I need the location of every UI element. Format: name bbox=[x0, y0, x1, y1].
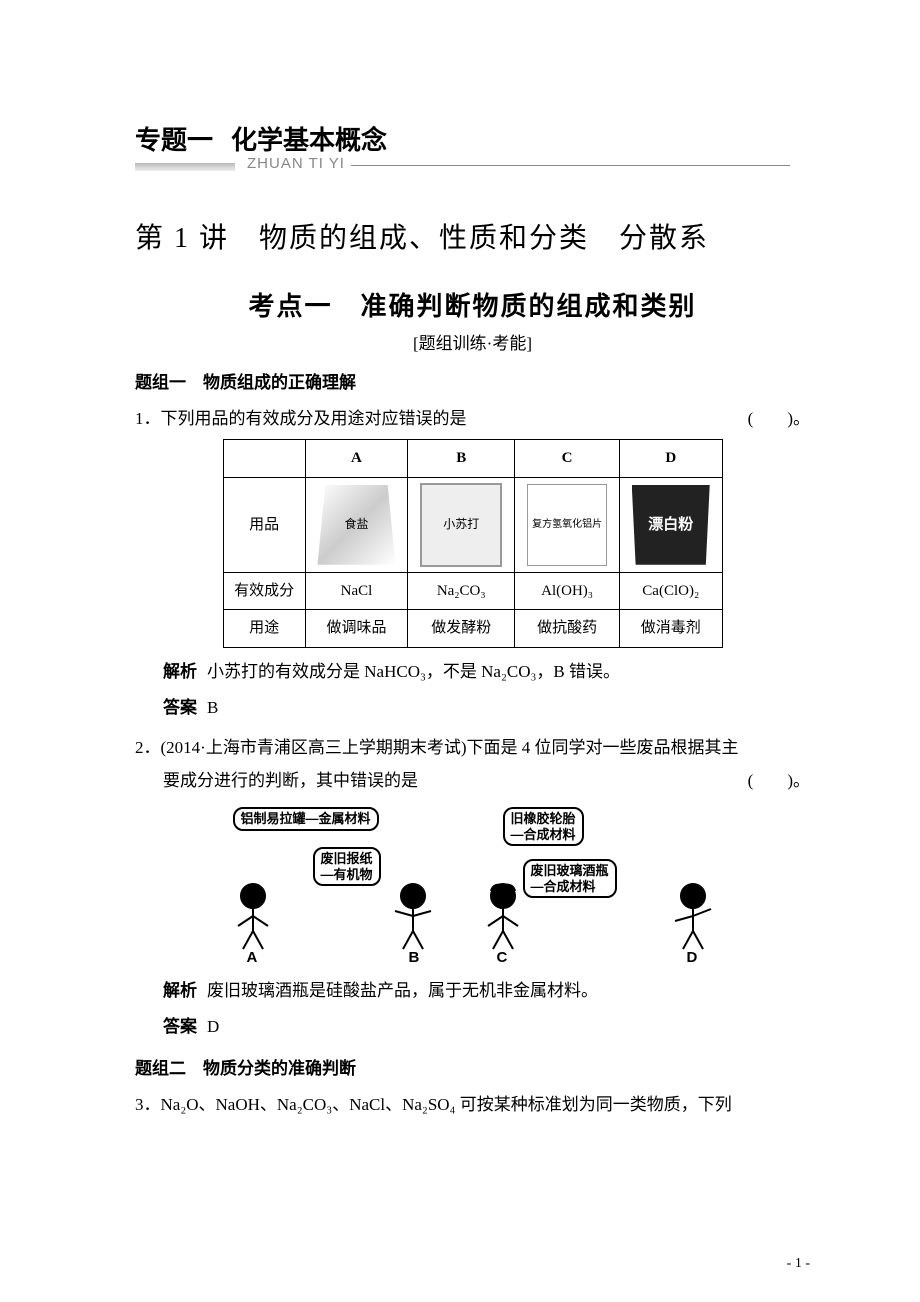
diagram-label-b: B bbox=[409, 944, 420, 973]
question-2: 2．(2014·上海市青浦区高三上学期期末考试)下面是 4 位同学对一些废品根据… bbox=[135, 732, 810, 1043]
comp-a: NaCl bbox=[305, 572, 407, 610]
question-3: 3．Na₂O、NaOH、Na₂CO₃、NaCl、Na₂SO₄ 可按某种标准划为同… bbox=[135, 1089, 810, 1121]
answer-label-2: 答案 bbox=[163, 1017, 197, 1036]
use-c: 做抗酸药 bbox=[515, 610, 620, 648]
student-b-icon bbox=[383, 881, 443, 951]
lecture-title: 第 1 讲 物质的组成、性质和分类 分散系 bbox=[135, 216, 810, 256]
bubble-a: 铝制易拉罐—金属材料 bbox=[233, 807, 379, 831]
row-label-product: 用品 bbox=[223, 477, 305, 572]
soda-icon: 小苏打 bbox=[420, 483, 502, 567]
bubble-b: 废旧报纸 —有机物 bbox=[313, 847, 381, 886]
question-group-1-title: 题组一 物质组成的正确理解 bbox=[135, 368, 810, 393]
q1-answer-blank: ( )。 bbox=[748, 403, 810, 435]
comp-d: Ca(ClO)₂ bbox=[619, 572, 722, 610]
q2-answer-text: D bbox=[207, 1017, 219, 1036]
q2-answer-blank: ( )。 bbox=[748, 765, 810, 797]
topic-pinyin: ZHUAN TI YI bbox=[247, 155, 345, 172]
th-blank bbox=[223, 440, 305, 478]
q1-table: A B C D 用品 食盐 小苏打 复方氢氧化铝片 漂白粉 有效成分 NaCl … bbox=[223, 439, 723, 648]
cell-product-d: 漂白粉 bbox=[619, 477, 722, 572]
comp-c: Al(OH)₃ bbox=[515, 572, 620, 610]
row-label-comp: 有效成分 bbox=[223, 572, 305, 610]
bubble-d: 废旧玻璃酒瓶 —合成材料 bbox=[523, 859, 617, 898]
medicine-icon: 复方氢氧化铝片 bbox=[527, 484, 607, 566]
q1-answer: 答案 B bbox=[163, 692, 810, 724]
cell-product-a: 食盐 bbox=[305, 477, 407, 572]
student-a-icon bbox=[223, 881, 283, 951]
q2-source: (2014·上海市青浦区高三上学期期末考试) bbox=[161, 738, 467, 757]
bubble-c: 旧橡胶轮胎 —合成材料 bbox=[503, 807, 584, 846]
answer-label: 答案 bbox=[163, 698, 197, 717]
th-c: C bbox=[515, 440, 620, 478]
salt-icon: 食盐 bbox=[317, 485, 395, 565]
analysis-label-2: 解析 bbox=[163, 981, 197, 1000]
use-b: 做发酵粉 bbox=[408, 610, 515, 648]
th-b: B bbox=[408, 440, 515, 478]
q3-number: 3． bbox=[135, 1095, 161, 1114]
row-label-use: 用途 bbox=[223, 610, 305, 648]
question-group-2-title: 题组二 物质分类的准确判断 bbox=[135, 1054, 810, 1079]
q1-number: 1． bbox=[135, 409, 161, 428]
page-number: - 1 - bbox=[787, 1256, 810, 1272]
diagram-label-c: C bbox=[497, 944, 508, 973]
header-divider-line bbox=[351, 165, 790, 166]
bleach-icon: 漂白粉 bbox=[632, 485, 710, 565]
analysis-label: 解析 bbox=[163, 662, 197, 681]
q2-analysis-text: 废旧玻璃酒瓶是硅酸盐产品，属于无机非金属材料。 bbox=[207, 981, 598, 1000]
q1-analysis: 解析小苏打的有效成分是 NaHCO₃，不是 Na₂CO₃，B 错误。 bbox=[163, 656, 810, 688]
question-1: 1．下列用品的有效成分及用途对应错误的是 ( )。 A B C D 用品 食盐 … bbox=[135, 403, 810, 724]
th-d: D bbox=[619, 440, 722, 478]
topic-underline-decoration bbox=[135, 163, 235, 171]
student-d-icon bbox=[663, 881, 723, 951]
q1-analysis-text: 小苏打的有效成分是 NaHCO₃，不是 Na₂CO₃，B 错误。 bbox=[207, 662, 620, 681]
q2-number: 2． bbox=[135, 738, 161, 757]
diagram-label-a: A bbox=[247, 944, 258, 973]
th-a: A bbox=[305, 440, 407, 478]
q2-analysis: 解析废旧玻璃酒瓶是硅酸盐产品，属于无机非金属材料。 bbox=[163, 975, 810, 1007]
exam-point-title: 考点一 准确判断物质的组成和类别 bbox=[135, 286, 810, 323]
student-c-icon bbox=[473, 881, 533, 951]
comp-b: Na₂CO₃ bbox=[408, 572, 515, 610]
use-d: 做消毒剂 bbox=[619, 610, 722, 648]
topic-header: 专题一 化学基本概念 ZHUAN TI YI bbox=[135, 120, 810, 176]
q3-text: Na₂O、NaOH、Na₂CO₃、NaCl、Na₂SO₄ 可按某种标准划为同一类… bbox=[161, 1095, 732, 1114]
cell-product-c: 复方氢氧化铝片 bbox=[515, 477, 620, 572]
use-a: 做调味品 bbox=[305, 610, 407, 648]
topic-number: 专题一 bbox=[135, 120, 213, 159]
cell-product-b: 小苏打 bbox=[408, 477, 515, 572]
q2-answer: 答案 D bbox=[163, 1011, 810, 1043]
q2-text-part1: 下面是 4 位同学对一些废品根据其主 bbox=[466, 738, 738, 757]
subheader: [题组训练·考能] bbox=[135, 329, 810, 354]
q2-diagram: 铝制易拉罐—金属材料 废旧报纸 —有机物 旧橡胶轮胎 —合成材料 废旧玻璃酒瓶 … bbox=[213, 803, 733, 973]
topic-title: 化学基本概念 bbox=[231, 125, 387, 155]
q1-answer-text: B bbox=[207, 698, 218, 717]
diagram-label-d: D bbox=[687, 944, 698, 973]
q1-text: 下列用品的有效成分及用途对应错误的是 bbox=[161, 409, 467, 428]
q2-text-part2: 要成分进行的判断，其中错误的是 bbox=[163, 765, 418, 797]
